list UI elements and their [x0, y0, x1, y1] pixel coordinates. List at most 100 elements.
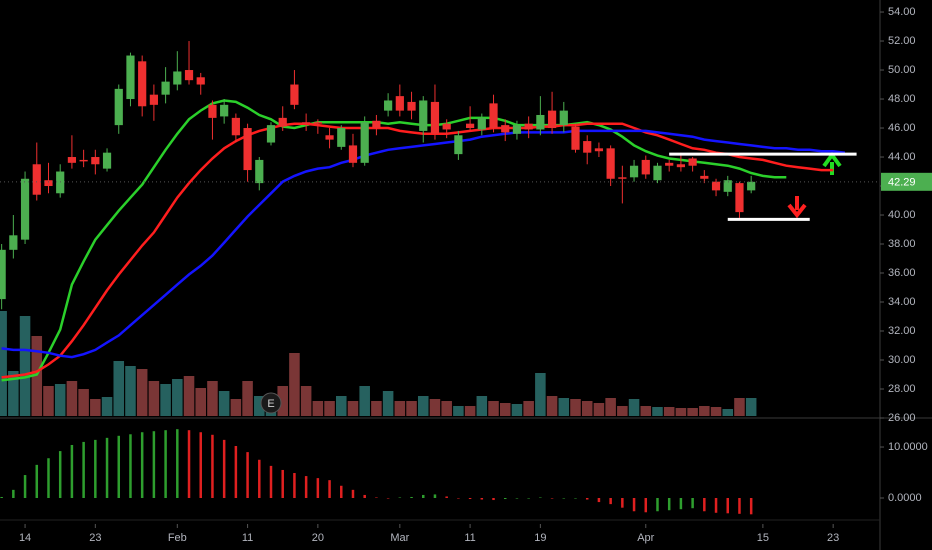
volume-bar: [359, 386, 370, 416]
osc-tick-label: 0.0000: [888, 492, 922, 504]
oscillator-bar: [199, 432, 202, 498]
volume-bar: [745, 398, 757, 416]
y-tick-label: 54.00: [888, 6, 916, 18]
candle-body: [653, 165, 662, 181]
oscillator-bar: [679, 498, 683, 510]
oscillator-bar: [328, 480, 331, 498]
volume-bar: [429, 399, 441, 416]
moving-average: [1, 99, 787, 382]
candle-body: [126, 55, 135, 100]
oscillator-bar: [70, 444, 74, 498]
oscillator-bar: [269, 465, 273, 498]
volume-bar: [218, 391, 230, 416]
oscillator-bar: [187, 430, 191, 498]
candle-body: [173, 71, 182, 85]
volume-bar: [195, 388, 207, 416]
candle-body: [138, 61, 147, 107]
oscillator-bar: [375, 497, 378, 498]
volume-bar: [406, 401, 417, 416]
candle-body: [465, 123, 475, 129]
candle-body: [20, 178, 30, 240]
candle-body: [384, 100, 393, 111]
oscillator-bar: [574, 498, 577, 499]
oscillator-bar: [550, 498, 554, 499]
candle-body: [571, 126, 580, 150]
candle-body: [559, 110, 568, 126]
volume-bar: [663, 407, 675, 416]
last-price-label: 42.29: [888, 177, 916, 189]
oscillator-bar: [480, 498, 484, 500]
volume-bar: [289, 353, 300, 416]
oscillator-bar: [515, 498, 519, 499]
oscillator-bar: [714, 498, 718, 513]
moving-average: [1, 129, 846, 359]
oscillator-bar: [422, 494, 425, 498]
oscillator-bar: [23, 475, 27, 498]
volume-bar: [0, 311, 7, 416]
volume-bar: [19, 316, 31, 416]
oscillator-bar: [222, 439, 226, 498]
volume-bar: [277, 386, 288, 416]
last-price-box: [881, 172, 932, 191]
volume-bar: [113, 361, 125, 416]
oscillator-bar: [363, 494, 366, 498]
moving-average: [1, 122, 834, 379]
candle-body: [454, 135, 463, 155]
candle-body: [583, 141, 592, 153]
oscillator-bar: [234, 446, 238, 498]
volume-bar: [148, 381, 160, 416]
candle-body: [629, 165, 639, 178]
oscillator-bar: [117, 435, 121, 498]
volume-bar: [336, 396, 347, 416]
candle-body: [32, 164, 41, 195]
x-tick-label: 14: [19, 532, 31, 544]
volume-bar: [617, 406, 628, 416]
oscillator-bar: [749, 498, 753, 515]
candle-body: [524, 123, 533, 130]
x-tick-label: 23: [89, 532, 101, 544]
oscillator-bar: [293, 473, 296, 498]
volume-bar: [207, 381, 218, 416]
candle-body: [477, 117, 486, 130]
candle-body: [711, 181, 721, 191]
candle-body: [700, 175, 709, 179]
oscillator-bar: [621, 498, 624, 508]
candle-body: [430, 101, 440, 134]
y-tick-label: 28.00: [888, 383, 916, 395]
volume-bar: [31, 336, 43, 416]
candle-body: [360, 122, 369, 163]
oscillator-bar: [410, 496, 413, 498]
oscillator-bar: [492, 498, 495, 501]
volume-bar: [558, 398, 570, 416]
candle-body: [56, 171, 65, 194]
oscillator-bar: [316, 478, 320, 498]
oscillator-bar: [12, 489, 15, 498]
candle-body: [676, 164, 686, 168]
volume-bar: [136, 369, 148, 416]
volume-bar: [172, 379, 183, 416]
oscillator-bar: [58, 451, 62, 498]
candle-body: [665, 162, 674, 166]
candle-body: [688, 158, 697, 166]
volume-bar: [476, 396, 488, 416]
volume-bar: [640, 406, 652, 416]
oscillator-bar: [94, 439, 97, 498]
candle-body: [618, 177, 627, 179]
oscillator-bar: [738, 498, 741, 514]
candle-body: [348, 145, 358, 163]
oscillator-bar: [503, 498, 507, 500]
volume-bar: [546, 396, 558, 416]
oscillator-bar: [351, 489, 355, 498]
candle-body: [723, 180, 732, 192]
oscillator-bar: [457, 498, 460, 499]
candle-body: [0, 249, 6, 300]
oscillator-bar: [726, 498, 730, 514]
oscillator-bar: [562, 498, 566, 499]
volume-bar: [722, 409, 734, 416]
volume-bar: [628, 399, 640, 416]
oscillator-bar: [597, 498, 601, 503]
oscillator-bar: [667, 498, 671, 511]
volume-bar: [499, 403, 511, 416]
candle-body: [184, 70, 194, 81]
volume-bar: [581, 401, 593, 416]
